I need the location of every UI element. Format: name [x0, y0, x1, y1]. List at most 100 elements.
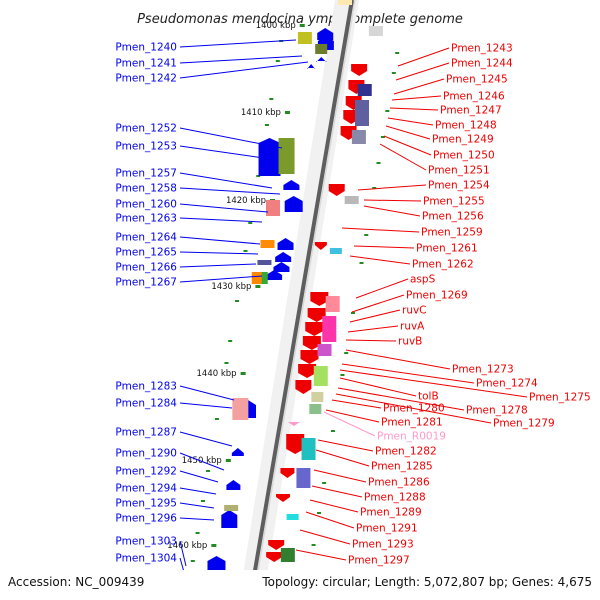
gene-label-right: Pmen_1289	[360, 507, 422, 519]
minus-gene-box	[301, 438, 316, 460]
gene-leader-right	[393, 78, 445, 95]
gene-leader-right	[315, 449, 370, 467]
minus-strand-gene	[328, 184, 345, 196]
gene-label-right: Pmen_1254	[428, 180, 490, 192]
ruler-dash-right	[376, 162, 381, 164]
gene-leader-left	[179, 452, 225, 471]
tick-mark	[225, 459, 231, 462]
gene-leader-right	[345, 349, 451, 370]
left-labels: Pmen_1240 Pmen_1241 Pmen_1242 Pmen_1252 Pmen…	[115, 39, 309, 573]
gene-leader-right	[299, 529, 351, 545]
backbone-highlight	[252, 0, 356, 600]
gene-label-right: Pmen_1288	[364, 492, 426, 504]
plus-gene-box	[315, 44, 328, 54]
tick-label: 1410 kbp	[241, 108, 281, 118]
gene-label-right: Pmen_1269	[406, 290, 468, 302]
gene-leader-left	[179, 251, 259, 255]
gene-label-left: Pmen_1267	[115, 277, 177, 289]
ruler-dash-right	[372, 187, 377, 189]
ruler-dash-left	[275, 60, 280, 62]
gene-label-right: ruvB	[398, 336, 422, 348]
gene-label-left: Pmen_1295	[115, 498, 177, 510]
gene-label-right: Pmen_1261	[416, 243, 478, 255]
gene-leader-right	[349, 309, 401, 323]
tick-label: 1440 kbp	[197, 369, 237, 379]
minus-gene-box	[322, 316, 337, 342]
gene-leader-right	[345, 339, 397, 342]
minus-strand-gene	[310, 292, 329, 306]
gene-label-left: Pmen_1287	[115, 427, 177, 439]
minus-gene-box	[286, 514, 299, 520]
minus-gene-box	[313, 366, 328, 386]
ruler-dash-right	[395, 52, 400, 54]
minus-gene-box	[280, 548, 295, 562]
gene-leader-right	[341, 227, 420, 233]
gene-leader-left	[179, 557, 185, 573]
ruler-dash-right	[344, 352, 349, 354]
gene-label-left: Pmen_1260	[115, 199, 177, 211]
minus-gene-box	[355, 100, 369, 126]
gene-label-right: Pmen_1244	[451, 58, 513, 70]
genome-summary: Topology: circular; Length: 5,072,807 bp…	[261, 575, 592, 589]
plus-gene-box	[297, 32, 312, 44]
tick-label: 1420 kbp	[226, 196, 266, 206]
gene-label-right: Pmen_1248	[435, 120, 497, 132]
gene-label-left: Pmen_1264	[115, 232, 177, 244]
gene-leader-left	[179, 487, 217, 495]
gene-leader-left	[179, 402, 233, 409]
minus-gene-box	[368, 26, 383, 36]
minus-gene-box	[329, 248, 342, 254]
minus-strand-gene	[314, 242, 327, 250]
gene-label-left: Pmen_1265	[115, 247, 177, 259]
gene-label-right: Pmen_1279	[493, 418, 555, 430]
tick-mark	[299, 24, 305, 27]
feature-tracks	[202, 26, 383, 591]
gene-label-left: Pmen_1304	[115, 553, 177, 565]
gene-label-right: aspS	[410, 274, 436, 286]
gene-label-right: Pmen_1280	[383, 403, 445, 415]
gene-label-right: Pmen_1286	[368, 477, 430, 489]
ruler-dash-right	[391, 72, 396, 74]
minus-gene-box	[296, 468, 311, 488]
gene-label-right: tolB	[418, 391, 439, 403]
gene-leader-right	[387, 117, 434, 126]
plus-strand-gene	[307, 64, 316, 69]
gene-leader-right	[389, 107, 439, 111]
plus-strand-gene	[266, 270, 283, 280]
gene-label-left: Pmen_1240	[115, 42, 177, 54]
gene-label-left: Pmen_1296	[115, 513, 177, 525]
gene-leader-right	[351, 294, 405, 313]
gene-leader-right	[339, 369, 528, 398]
gene-label-left: Pmen_1292	[115, 466, 177, 478]
gene-leader-right	[379, 143, 427, 171]
gene-leader-right	[295, 549, 347, 561]
ruler-dash-right	[317, 512, 321, 514]
gene-label-right: Pmen_1256	[422, 211, 484, 223]
footer-background	[0, 570, 600, 600]
minus-strand-gene	[295, 380, 312, 394]
plus-strand-gene	[273, 262, 290, 272]
gene-leader-right	[339, 377, 417, 397]
tick-label: 1460 kbp	[167, 541, 207, 551]
ruler-dash-right	[351, 312, 355, 314]
gene-label-right: ruvA	[400, 321, 425, 333]
gene-label-left: Pmen_1258	[115, 183, 177, 195]
gene-leader-left	[179, 431, 233, 447]
gene-label-right: ruvC	[402, 305, 427, 317]
minus-strand-gene	[286, 434, 305, 454]
gene-leader-right	[341, 363, 475, 384]
gene-label-right: Pmen_1281	[381, 417, 443, 429]
top-feature	[338, 0, 352, 5]
gene-leader-right	[347, 325, 399, 333]
gene-label-right: Pmen_1291	[356, 523, 418, 535]
plus-strand-gene	[317, 28, 334, 40]
gene-leader-left	[179, 203, 269, 213]
gene-leader-right	[337, 387, 465, 411]
ruler-dash-left	[206, 470, 211, 472]
ruler-dash-right	[359, 262, 364, 264]
gene-label-left: Pmen_1257	[115, 168, 177, 180]
plus-gene-box	[266, 200, 280, 216]
plus-gene-box	[232, 398, 249, 420]
gene-leader-left	[179, 385, 235, 401]
gene-leader-left	[179, 145, 279, 161]
